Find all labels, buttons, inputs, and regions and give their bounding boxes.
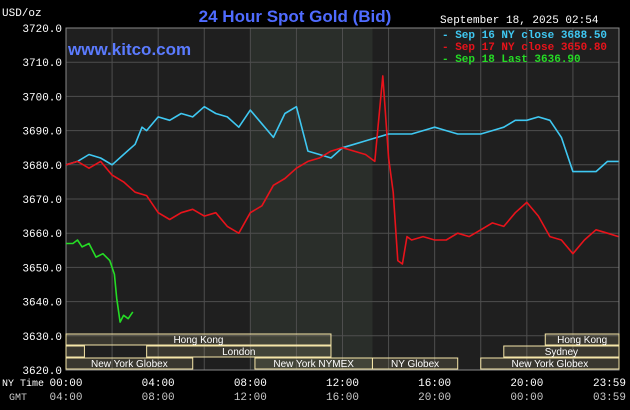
y-tick-label: 3640.0 bbox=[22, 298, 62, 310]
x-tick-label-ny: 08:00 bbox=[234, 378, 267, 390]
y-tick-label: 3630.0 bbox=[22, 332, 62, 344]
x-tick-label-gmt: 08:00 bbox=[142, 392, 175, 404]
session-label: Hong Kong bbox=[173, 335, 223, 346]
x-tick-label-ny: 12:00 bbox=[326, 378, 359, 390]
session-bar bbox=[371, 357, 459, 370]
session-bar bbox=[65, 357, 194, 370]
series-lines bbox=[65, 75, 619, 323]
session-bar bbox=[65, 333, 332, 346]
y-tick-label: 3620.0 bbox=[22, 366, 62, 378]
timestamp: September 18, 2025 02:54 bbox=[440, 15, 599, 27]
legend-entry-sep17: - Sep 17 NY close 3650.80 bbox=[442, 42, 607, 54]
session-bar bbox=[544, 333, 620, 346]
y-tick-label: 3700.0 bbox=[22, 92, 62, 104]
session-label: New York Globex bbox=[91, 359, 168, 370]
y-tick-label: 3660.0 bbox=[22, 229, 62, 241]
x-tick-label-gmt: 12:00 bbox=[234, 392, 267, 404]
x-tick-label-gmt: 16:00 bbox=[326, 392, 359, 404]
session-bar bbox=[503, 345, 620, 358]
legend-entry-sep16: - Sep 16 NY close 3688.50 bbox=[442, 30, 607, 42]
legend-entry-sep18: - Sep 18 Last 3636.90 bbox=[442, 54, 581, 66]
x-tick-label-gmt: 20:00 bbox=[418, 392, 451, 404]
session-label: New York Globex bbox=[512, 359, 589, 370]
y-tick-label: 3680.0 bbox=[22, 161, 62, 173]
watermark-url: www.kitco.com bbox=[67, 40, 191, 59]
y-tick-label: 3670.0 bbox=[22, 195, 62, 207]
legend: - Sep 16 NY close 3688.50 - Sep 17 NY cl… bbox=[442, 30, 607, 66]
series-line-0 bbox=[65, 105, 619, 173]
x-tick-label-gmt: 03:59 bbox=[593, 392, 626, 404]
session-label: NY Globex bbox=[391, 359, 439, 370]
y-tick-label: 3710.0 bbox=[22, 58, 62, 70]
plot-area bbox=[65, 27, 620, 371]
x-tick-label-ny: 23:59 bbox=[593, 378, 626, 390]
x-axis-label-gmt: GMT bbox=[9, 393, 27, 404]
y-tick-label: 3720.0 bbox=[22, 24, 62, 36]
series-line-1 bbox=[65, 75, 619, 265]
session-bar bbox=[65, 345, 85, 358]
x-tick-label-ny: 00:00 bbox=[49, 378, 82, 390]
x-tick-label-ny: 20:00 bbox=[510, 378, 543, 390]
axes: 3720.0 3710.0 3700.0 3690.0 3680.0 3670.0 3660… bbox=[22, 24, 626, 404]
x-tick-label-ny: 16:00 bbox=[418, 378, 451, 390]
series-line-2 bbox=[66, 239, 134, 323]
session-label: Hong Kong bbox=[557, 335, 607, 346]
x-tick-label-ny: 04:00 bbox=[142, 378, 175, 390]
y-tick-label: 3650.0 bbox=[22, 263, 62, 275]
session-label: Sydney bbox=[545, 347, 578, 358]
x-axis-label-ny-time: NY Time bbox=[2, 378, 44, 390]
session-bar bbox=[146, 345, 332, 358]
x-tick-label-gmt: 04:00 bbox=[49, 392, 82, 404]
session-label: New York NYMEX bbox=[273, 359, 354, 370]
y-axis-unit-label: USD/oz bbox=[2, 8, 42, 20]
chart-title: 24 Hour Spot Gold (Bid) bbox=[199, 7, 392, 26]
session-label: London bbox=[222, 347, 255, 358]
plot-border bbox=[65, 27, 620, 371]
x-tick-label-gmt: 00:00 bbox=[510, 392, 543, 404]
session-bar bbox=[480, 357, 620, 370]
y-tick-label: 3690.0 bbox=[22, 127, 62, 139]
